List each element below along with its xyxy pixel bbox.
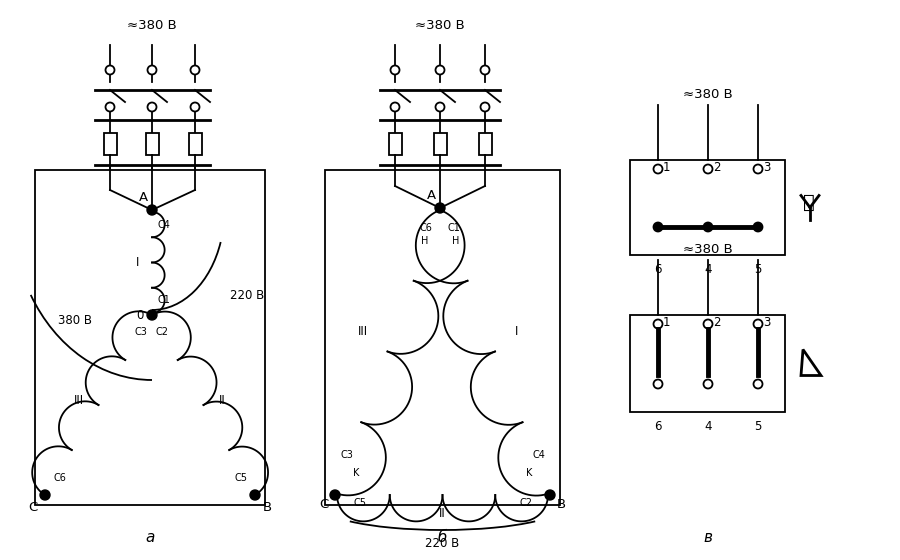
Bar <box>479 133 491 155</box>
Text: I: I <box>515 325 518 338</box>
Bar <box>188 133 202 155</box>
Bar <box>146 133 158 155</box>
Text: 0: 0 <box>137 309 144 321</box>
Text: C: C <box>28 501 37 514</box>
Text: C1: C1 <box>157 295 170 305</box>
Text: ≈380 В: ≈380 В <box>127 18 177 31</box>
Bar <box>104 133 116 155</box>
Text: 6: 6 <box>654 420 662 433</box>
Text: K: K <box>526 468 532 478</box>
Text: ≈380 В: ≈380 В <box>682 88 733 101</box>
Text: 6: 6 <box>654 263 662 276</box>
Bar <box>630 160 785 255</box>
Circle shape <box>40 490 50 500</box>
Text: II: II <box>219 394 225 407</box>
Text: C5: C5 <box>234 473 247 483</box>
Text: III: III <box>357 325 367 338</box>
Text: H: H <box>452 236 459 246</box>
Bar <box>630 315 785 412</box>
Text: в: в <box>703 530 712 545</box>
Text: 220 В: 220 В <box>426 537 460 550</box>
Text: C4: C4 <box>532 450 545 460</box>
Text: 5: 5 <box>754 263 761 276</box>
Text: C: C <box>319 498 328 511</box>
Text: 2: 2 <box>713 161 721 174</box>
Text: C6: C6 <box>419 223 432 233</box>
Text: ≈380 В: ≈380 В <box>415 18 465 31</box>
Text: 4: 4 <box>704 263 712 276</box>
Text: 380 В: 380 В <box>58 314 92 326</box>
Circle shape <box>147 205 157 215</box>
Bar <box>35 170 265 505</box>
Text: 1: 1 <box>663 315 670 329</box>
Text: 3: 3 <box>763 161 770 174</box>
Text: A: A <box>139 191 148 204</box>
Bar <box>325 170 560 505</box>
Text: C2: C2 <box>155 327 168 337</box>
Text: H: H <box>420 236 428 246</box>
Text: 1: 1 <box>663 161 670 174</box>
Text: 4: 4 <box>704 420 712 433</box>
Circle shape <box>435 203 445 213</box>
Circle shape <box>330 490 340 500</box>
Circle shape <box>654 223 662 231</box>
Bar <box>389 133 401 155</box>
Text: B: B <box>263 501 272 514</box>
Text: а: а <box>145 530 155 545</box>
Circle shape <box>250 490 260 500</box>
Text: 220 В: 220 В <box>230 288 265 301</box>
Text: C5: C5 <box>353 498 366 508</box>
Bar <box>434 133 446 155</box>
Text: C4: C4 <box>157 220 170 230</box>
Text: 2: 2 <box>713 315 721 329</box>
Text: I: I <box>136 256 139 269</box>
Text: 3: 3 <box>763 315 770 329</box>
Circle shape <box>545 490 555 500</box>
Circle shape <box>754 223 761 231</box>
Text: ⌿: ⌿ <box>803 193 815 212</box>
Text: A: A <box>427 189 436 202</box>
Circle shape <box>147 310 157 320</box>
Text: 5: 5 <box>754 420 761 433</box>
Text: C2: C2 <box>519 498 532 508</box>
Text: б: б <box>437 530 446 545</box>
Text: III: III <box>74 394 84 407</box>
Circle shape <box>705 223 712 231</box>
Text: C1: C1 <box>448 223 461 233</box>
Text: C3: C3 <box>340 450 353 460</box>
Text: ≈380 В: ≈380 В <box>682 243 733 256</box>
Text: II: II <box>439 507 446 520</box>
Text: B: B <box>557 498 566 511</box>
Text: C6: C6 <box>53 473 66 483</box>
Text: K: K <box>353 468 359 478</box>
Text: C3: C3 <box>134 327 147 337</box>
